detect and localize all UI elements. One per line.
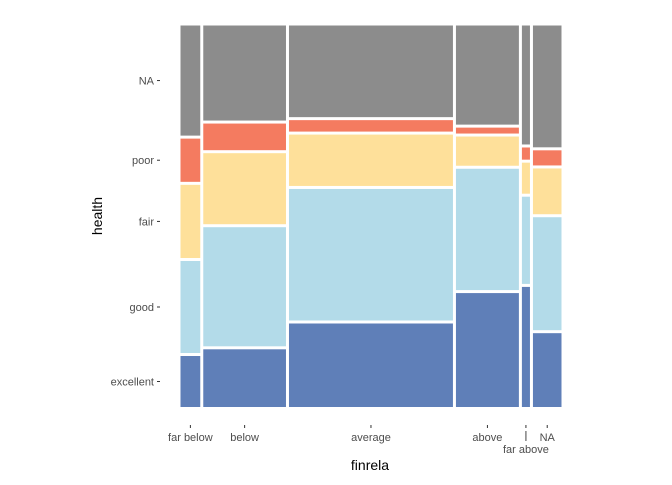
- tile-far-below-fair: [180, 184, 201, 259]
- y-tick-label: excellent: [111, 377, 154, 389]
- x-tick-label: average: [351, 432, 391, 444]
- tile-average-fair: [288, 134, 453, 186]
- tile-na-excellent: [532, 333, 562, 407]
- tile-na-fair: [532, 168, 562, 215]
- tile-average-excellent: [288, 323, 453, 407]
- y-tick-label: poor: [132, 155, 154, 167]
- tile-far-above-good: [521, 196, 530, 284]
- y-axis-title: health: [89, 197, 105, 235]
- x-axis-title: finrela: [351, 457, 389, 473]
- tile-below-good: [203, 227, 286, 347]
- tile-na-poor: [532, 150, 562, 166]
- tile-above-na: [455, 25, 519, 125]
- tile-far-above-poor: [521, 147, 530, 160]
- y-tick-label: good: [130, 302, 154, 314]
- tile-far-below-excellent: [180, 356, 201, 407]
- x-tick-label: far below: [168, 432, 213, 444]
- x-tick-label: far above: [503, 444, 549, 456]
- y-axis: excellent good fair poor NA: [111, 76, 160, 389]
- tile-far-above-excellent: [521, 286, 530, 407]
- tiles: [180, 25, 562, 407]
- x-tick-label: NA: [540, 432, 556, 444]
- tile-far-below-good: [180, 261, 201, 354]
- y-tick-label: NA: [139, 76, 155, 88]
- tile-average-good: [288, 188, 453, 321]
- tile-far-below-na: [180, 25, 201, 136]
- tile-far-above-na: [521, 25, 530, 145]
- tile-far-above-fair: [521, 162, 530, 194]
- tile-average-poor: [288, 120, 453, 132]
- tile-below-excellent: [203, 349, 286, 407]
- tile-above-fair: [455, 136, 519, 166]
- y-tick-label: fair: [139, 216, 155, 228]
- tile-far-below-poor: [180, 138, 201, 182]
- tile-above-excellent: [455, 293, 519, 407]
- x-tick-label: below: [230, 432, 259, 444]
- tile-average-na: [288, 25, 453, 118]
- tile-below-fair: [203, 153, 286, 225]
- tile-below-poor: [203, 123, 286, 151]
- tile-na-na: [532, 25, 562, 148]
- tile-above-good: [455, 168, 519, 291]
- tile-below-na: [203, 25, 286, 121]
- tile-na-good: [532, 217, 562, 331]
- x-tick-label: above: [472, 432, 502, 444]
- tile-above-poor: [455, 127, 519, 134]
